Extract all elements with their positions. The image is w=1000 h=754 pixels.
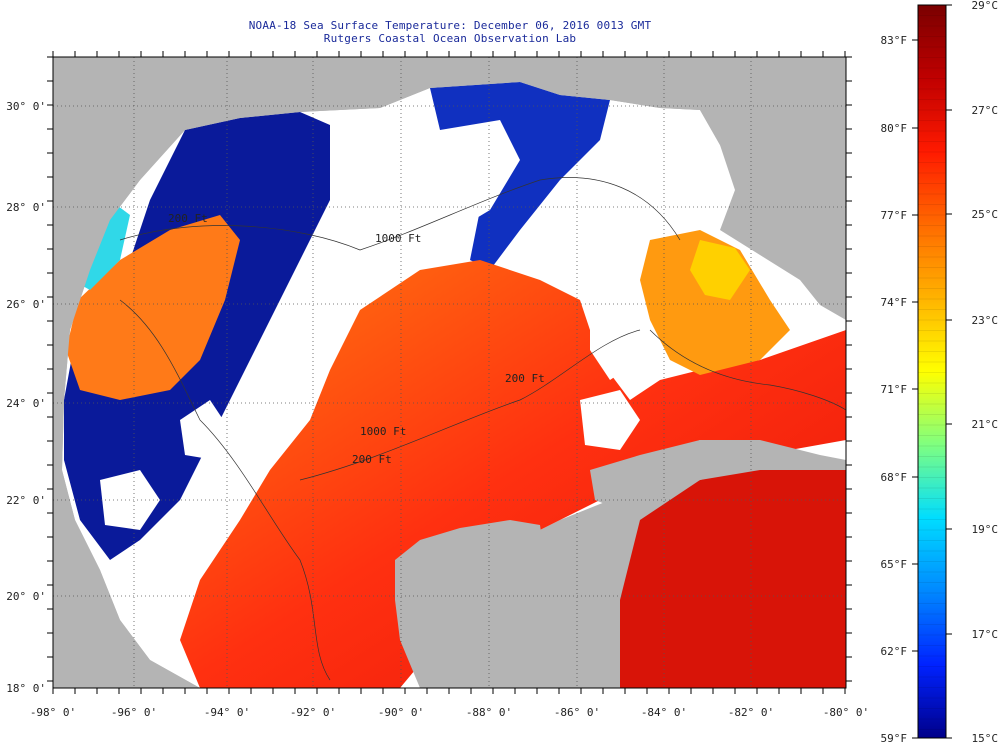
chart-title: NOAA-18 Sea Surface Temperature: Decembe… [248,19,652,32]
colorbar-gradient [917,4,947,739]
lat-label: 28° 0' [6,201,46,214]
lon-labels: -98° 0' -96° 0' -94° 0' -92° 0' -90° 0' -88° … [30,706,869,719]
lon-label: -94° 0' [204,706,250,719]
yucatan-land [395,520,545,688]
fahrenheit-label: 68°F [881,471,908,484]
fahrenheit-label: 74°F [881,296,908,309]
lat-label: 18° 0' [6,682,46,695]
contour-label: 1000 Ft [375,232,421,245]
lon-label: -84° 0' [641,706,687,719]
warm-east-shelf [640,230,790,375]
fahrenheit-label: 59°F [881,732,908,745]
contour-label: 200 Ft [505,372,545,385]
lat-label: 22° 0' [6,494,46,507]
map-ticks [47,51,852,694]
fahrenheit-label: 80°F [881,122,908,135]
lon-label: -98° 0' [30,706,76,719]
contour-label: 200 Ft [168,212,208,225]
us-coast-land [53,57,846,470]
celsius-label: 29°C [972,0,999,12]
contour-label: 200 Ft [352,453,392,466]
warm-caribbean [620,470,846,688]
lon-label: -80° 0' [823,706,869,719]
lon-label: -88° 0' [466,706,512,719]
fahrenheit-labels: 83°F 80°F 77°F 74°F 71°F 68°F 65°F 62°F 59°F [881,34,918,745]
lat-label: 24° 0' [6,397,46,410]
lon-label: -96° 0' [111,706,157,719]
florida-land [700,60,846,320]
lat-label: 20° 0' [6,590,46,603]
lon-label: -92° 0' [290,706,336,719]
yellow-east-patch [690,240,750,300]
fahrenheit-label: 83°F [881,34,908,47]
lon-label: -82° 0' [728,706,774,719]
warm-central-water [180,260,846,688]
celsius-label: 21°C [972,418,999,431]
colorbar-bands [918,4,946,730]
warm-west-patch [66,215,240,400]
fahrenheit-label: 62°F [881,645,908,658]
cuba-land [590,440,846,510]
celsius-label: 15°C [972,732,999,745]
mexico-land [53,470,200,688]
lat-label: 30° 0' [6,100,46,113]
celsius-label: 19°C [972,523,999,536]
lon-label: -90° 0' [378,706,424,719]
fahrenheit-label: 65°F [881,558,908,571]
cloud-cover [100,110,715,530]
celsius-label: 27°C [972,104,999,117]
celsius-label: 23°C [972,314,999,327]
lat-label: 26° 0' [6,298,46,311]
celsius-labels: 29°C 27°C 25°C 23°C 21°C 19°C 17°C 15°C [946,0,998,745]
contour-label: 1000 Ft [360,425,406,438]
lon-label: -86° 0' [554,706,600,719]
graticule [53,57,846,688]
celsius-label: 25°C [972,208,999,221]
fahrenheit-label: 77°F [881,209,908,222]
chart-subtitle: Rutgers Coastal Ocean Observation Lab [323,32,577,45]
depth-contours [119,177,846,681]
fahrenheit-label: 71°F [881,383,908,396]
lat-labels: 18° 0' 20° 0' 22° 0' 24° 0' 26° 0' 28° 0' 30° … [6,100,46,695]
celsius-label: 17°C [972,628,999,641]
